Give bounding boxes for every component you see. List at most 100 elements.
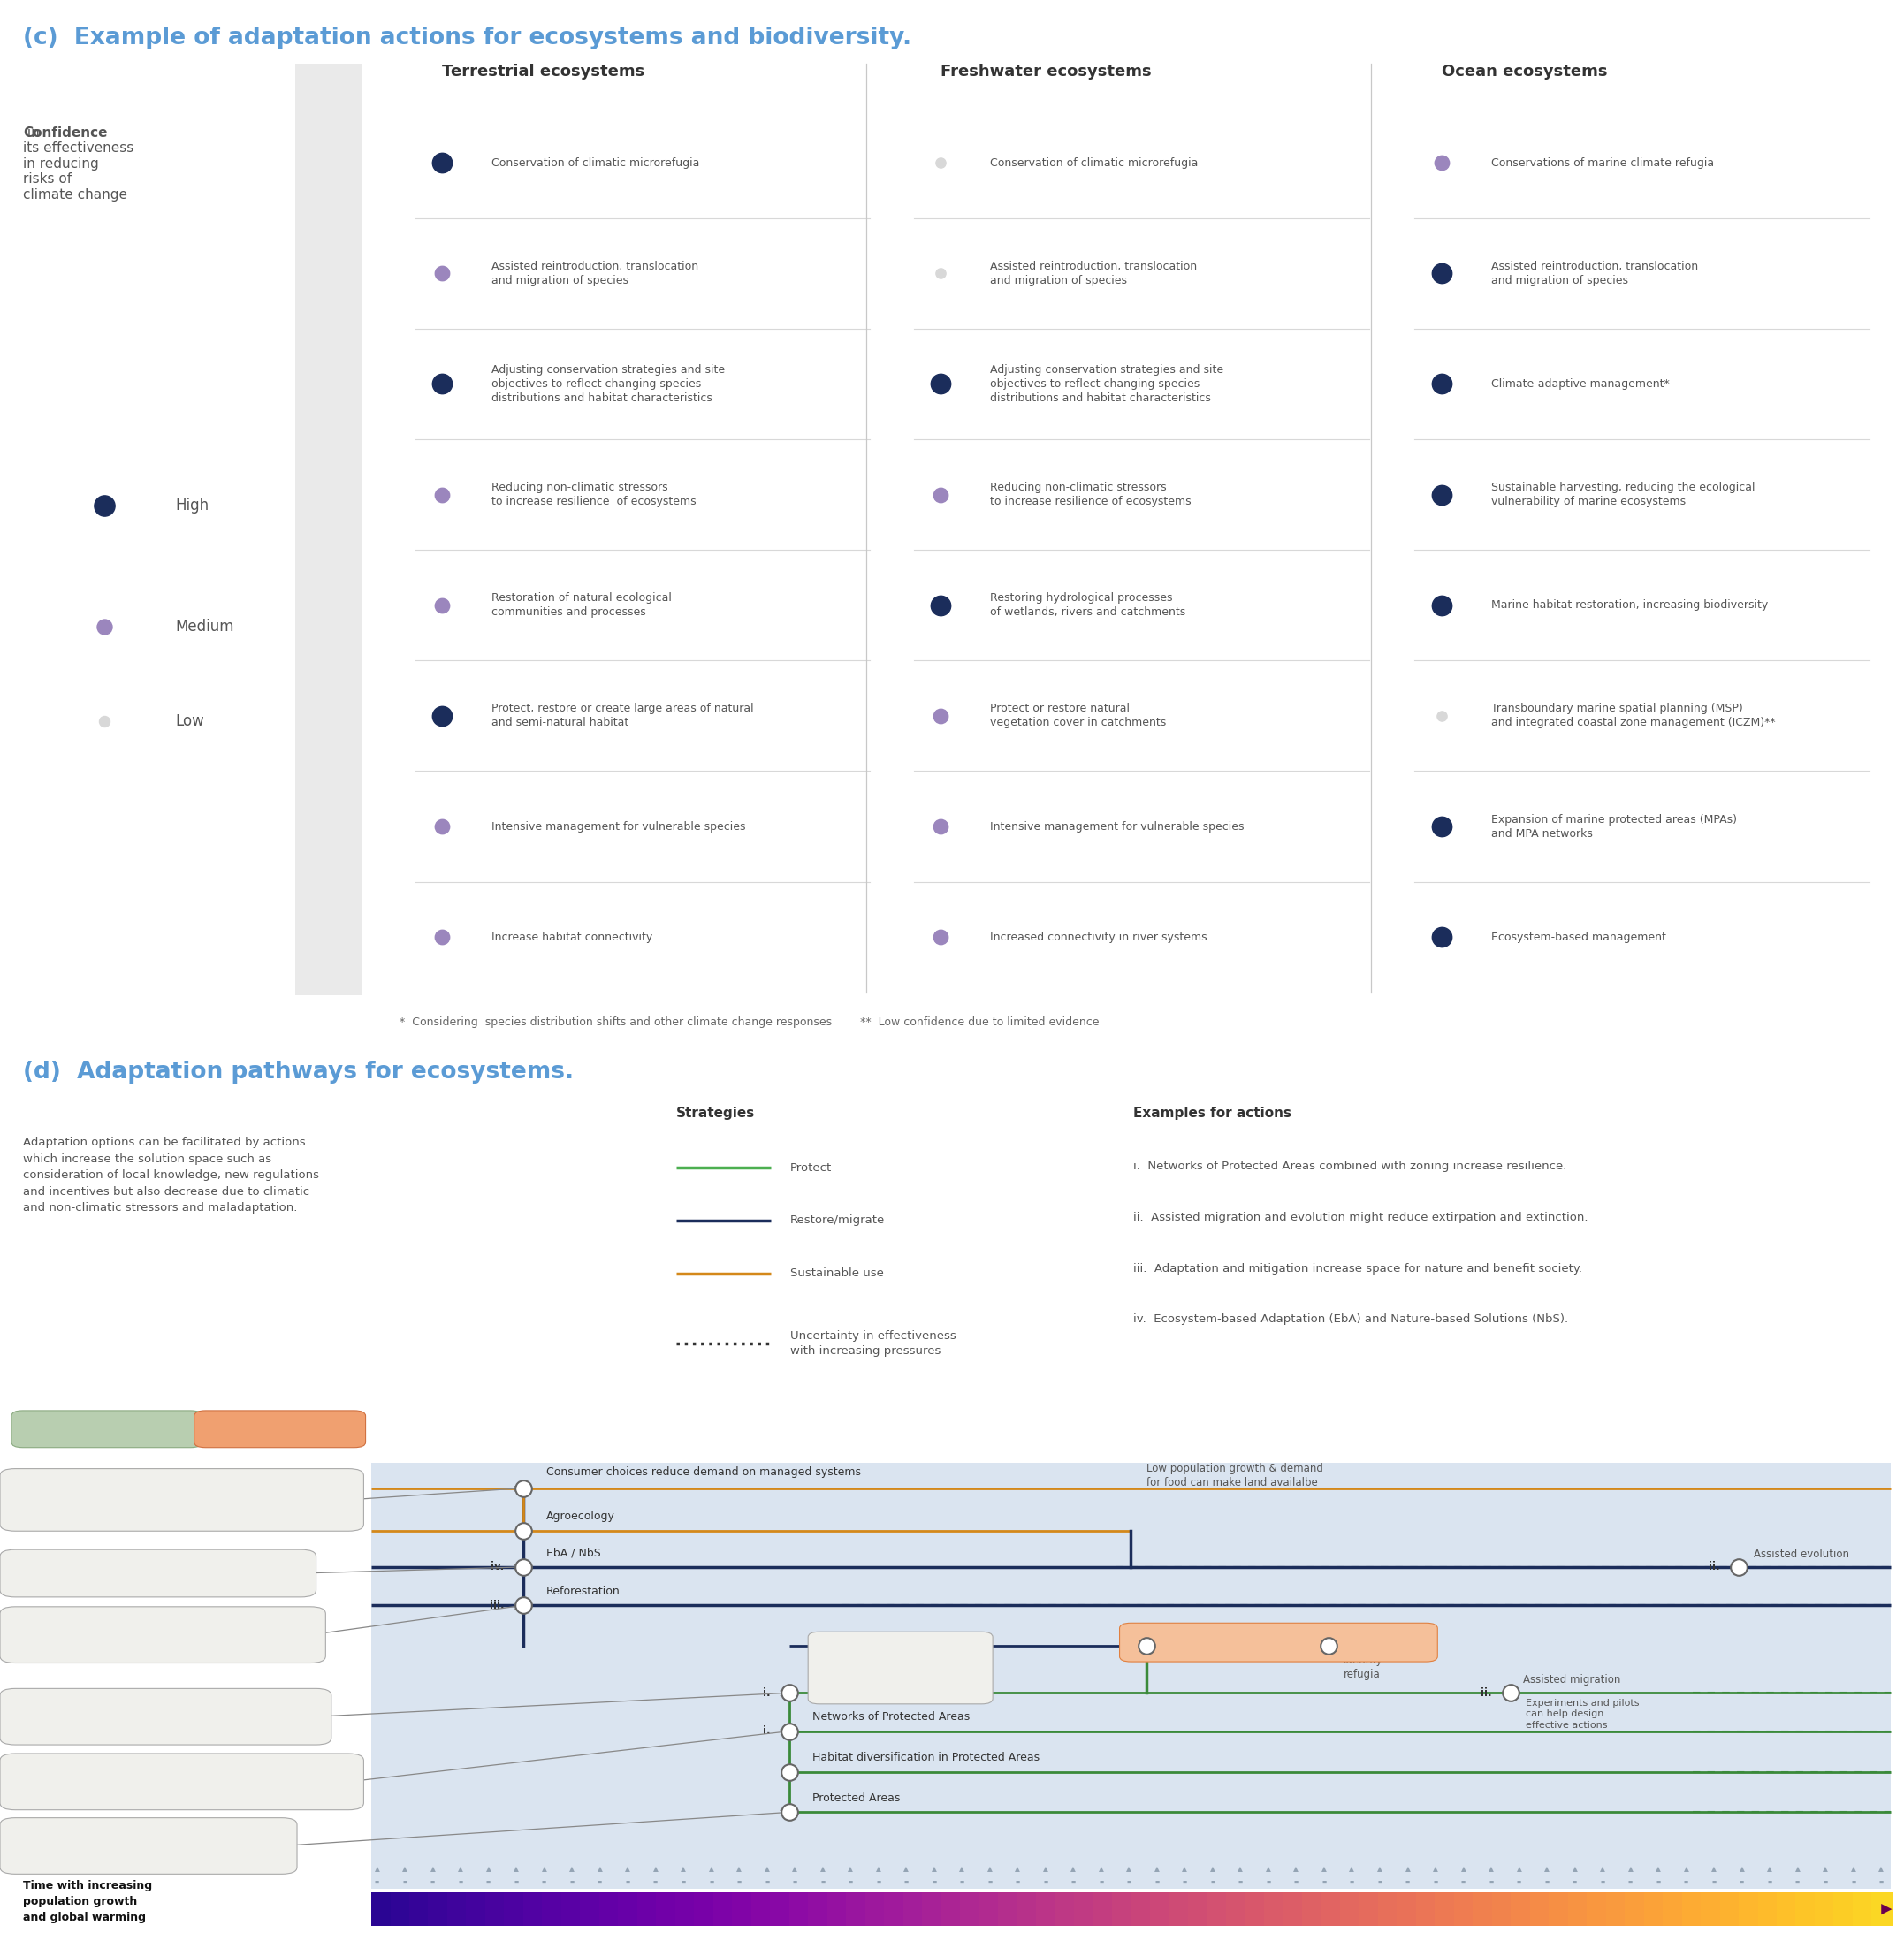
- Text: ▬: ▬: [1767, 1881, 1773, 1885]
- Text: Consumer choices reduce demand on managed systems: Consumer choices reduce demand on manage…: [546, 1465, 861, 1477]
- Text: Protect, restore or create large areas of natural
and semi-natural habitat: Protect, restore or create large areas o…: [491, 704, 754, 729]
- FancyBboxPatch shape: [581, 1892, 602, 1925]
- Text: Assisted reintroduction, translocation
and migration of species: Assisted reintroduction, translocation a…: [1491, 261, 1698, 286]
- FancyBboxPatch shape: [486, 1892, 506, 1925]
- Text: Assisted reintroduction, translocation
and migration of species: Assisted reintroduction, translocation a…: [491, 261, 699, 286]
- Text: Conservation of climatic microrefugia: Conservation of climatic microrefugia: [990, 157, 1198, 168]
- FancyBboxPatch shape: [1567, 1892, 1588, 1925]
- Text: ▬: ▬: [792, 1881, 798, 1885]
- Text: ▬: ▬: [1099, 1881, 1104, 1885]
- FancyBboxPatch shape: [390, 1892, 411, 1925]
- FancyBboxPatch shape: [1131, 1892, 1152, 1925]
- FancyBboxPatch shape: [1474, 1892, 1495, 1925]
- FancyBboxPatch shape: [466, 1892, 487, 1925]
- Text: ▲: ▲: [569, 1865, 575, 1873]
- Text: Mitigation option
designed as NbS: Mitigation option designed as NbS: [124, 1626, 202, 1645]
- Text: ▲: ▲: [847, 1865, 853, 1873]
- Text: ▬: ▬: [765, 1881, 769, 1885]
- Text: iv.: iv.: [491, 1562, 505, 1573]
- Text: Experiments & pilots can
help design effective actions: Experiments & pilots can help design eff…: [116, 1490, 248, 1510]
- Text: Transboundary marine spatial planning (MSP)
and integrated coastal zone manageme: Transboundary marine spatial planning (M…: [1491, 704, 1775, 729]
- Text: ▬: ▬: [847, 1881, 853, 1885]
- FancyBboxPatch shape: [1017, 1892, 1038, 1925]
- FancyBboxPatch shape: [1834, 1892, 1854, 1925]
- FancyBboxPatch shape: [979, 1892, 1000, 1925]
- Text: Terrestrial ecosystems: Terrestrial ecosystems: [442, 64, 644, 79]
- Point: [925, 700, 956, 731]
- FancyBboxPatch shape: [428, 1892, 449, 1925]
- Text: EbA / NbS: EbA / NbS: [546, 1546, 600, 1558]
- FancyBboxPatch shape: [941, 1892, 962, 1925]
- Text: ▲: ▲: [486, 1865, 491, 1873]
- Text: ▬: ▬: [1712, 1881, 1716, 1885]
- FancyBboxPatch shape: [1055, 1892, 1076, 1925]
- FancyBboxPatch shape: [1120, 1624, 1438, 1662]
- Point: [925, 812, 956, 843]
- Point: [1426, 922, 1457, 953]
- Text: Low: Low: [175, 713, 204, 729]
- FancyBboxPatch shape: [883, 1892, 904, 1925]
- Text: ▲: ▲: [1460, 1865, 1466, 1873]
- FancyBboxPatch shape: [676, 1892, 697, 1925]
- Text: ▲: ▲: [1266, 1865, 1272, 1873]
- Point: [925, 369, 956, 400]
- Text: Freshwater ecosystems: Freshwater ecosystems: [941, 64, 1152, 79]
- Text: ▬: ▬: [543, 1881, 546, 1885]
- Text: Strategies: Strategies: [676, 1106, 754, 1119]
- FancyBboxPatch shape: [1548, 1892, 1569, 1925]
- FancyBboxPatch shape: [807, 1892, 828, 1925]
- FancyBboxPatch shape: [371, 1463, 1891, 1889]
- Text: ▲: ▲: [1738, 1865, 1744, 1873]
- Text: ▲: ▲: [1712, 1865, 1717, 1873]
- FancyBboxPatch shape: [1436, 1892, 1457, 1925]
- FancyBboxPatch shape: [1359, 1892, 1380, 1925]
- Point: [925, 479, 956, 510]
- Text: Barriers: Barriers: [257, 1423, 303, 1434]
- Text: Reforestation: Reforestation: [546, 1585, 621, 1597]
- Text: ▲: ▲: [1489, 1865, 1495, 1873]
- Text: ▲: ▲: [792, 1865, 798, 1873]
- Point: [925, 922, 956, 953]
- Text: ▲: ▲: [1350, 1865, 1354, 1873]
- Text: ▬: ▬: [1182, 1881, 1186, 1885]
- Text: Assessment of
implementation: Assessment of implementation: [112, 1836, 185, 1856]
- Text: Assisted migration: Assisted migration: [1523, 1674, 1620, 1686]
- FancyBboxPatch shape: [619, 1892, 640, 1925]
- Text: Incentives for EbA & NbS: Incentives for EbA & NbS: [101, 1570, 215, 1577]
- Text: ▲: ▲: [1127, 1865, 1131, 1873]
- Text: Time with increasing
population growth
and global warming: Time with increasing population growth a…: [23, 1879, 152, 1923]
- Point: [426, 369, 457, 400]
- Point: [1426, 812, 1457, 843]
- Text: ▲: ▲: [960, 1865, 965, 1873]
- Text: ▬: ▬: [459, 1881, 463, 1885]
- Text: ▬: ▬: [569, 1881, 575, 1885]
- Text: ▬: ▬: [1266, 1881, 1270, 1885]
- Text: ii.  Assisted migration and evolution might reduce extirpation and extinction.: ii. Assisted migration and evolution mig…: [1133, 1212, 1588, 1224]
- FancyBboxPatch shape: [1738, 1892, 1759, 1925]
- Point: [1426, 590, 1457, 620]
- Text: ▲: ▲: [821, 1865, 824, 1873]
- Text: Restoration: Restoration: [1169, 1635, 1232, 1647]
- Text: i.: i.: [762, 1726, 769, 1738]
- Point: [773, 1798, 803, 1829]
- Text: Uncertainty in effectiveness
with increasing pressures: Uncertainty in effectiveness with increa…: [790, 1330, 956, 1357]
- Text: ▲: ▲: [1767, 1865, 1773, 1873]
- Text: ▲: ▲: [653, 1865, 659, 1873]
- Text: ▬: ▬: [514, 1881, 518, 1885]
- Text: ▬: ▬: [375, 1881, 379, 1885]
- Text: Increased connectivity in river systems: Increased connectivity in river systems: [990, 932, 1207, 943]
- FancyBboxPatch shape: [733, 1892, 754, 1925]
- Point: [1426, 700, 1457, 731]
- Text: Adjusting conservation strategies and site
objectives to reflect changing specie: Adjusting conservation strategies and si…: [990, 363, 1224, 404]
- Point: [426, 479, 457, 510]
- FancyBboxPatch shape: [657, 1892, 678, 1925]
- FancyBboxPatch shape: [1398, 1892, 1418, 1925]
- FancyBboxPatch shape: [1188, 1892, 1209, 1925]
- Point: [426, 812, 457, 843]
- Text: ▬: ▬: [1824, 1881, 1828, 1885]
- FancyBboxPatch shape: [1776, 1892, 1797, 1925]
- Point: [773, 1757, 803, 1788]
- Text: ▬: ▬: [1295, 1881, 1299, 1885]
- Text: ▲: ▲: [375, 1865, 379, 1873]
- Text: Conservation of climatic microrefugia: Conservation of climatic microrefugia: [491, 157, 699, 168]
